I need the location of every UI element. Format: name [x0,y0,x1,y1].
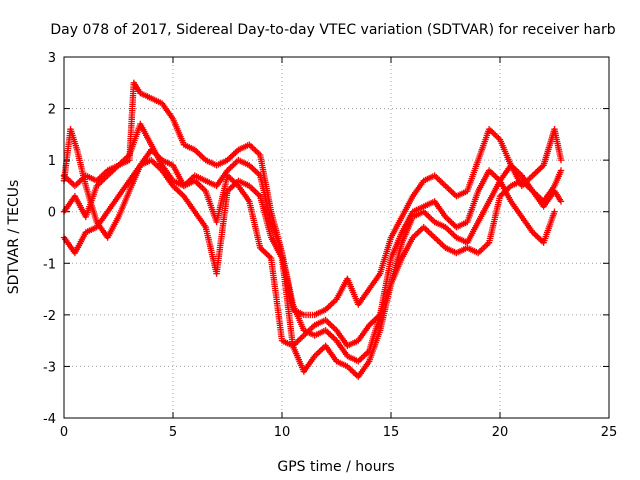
x-tick-label: 15 [383,425,400,440]
x-tick-label: 20 [492,425,509,440]
data-marks [60,79,565,380]
x-tick-label: 0 [60,425,68,440]
y-axis-label: SDTVAR / TECUs [6,180,22,295]
chart-title: Day 078 of 2017, Sidereal Day-to-day VTE… [50,22,615,38]
grid [64,57,609,418]
data-point-marks [60,156,565,380]
y-tick-label: -1 [43,257,56,272]
x-tick-label: 10 [274,425,291,440]
y-tick-label: 1 [48,154,56,169]
y-tick-label: 0 [48,206,56,221]
y-tick-label: -4 [43,412,56,427]
y-tick-label: 2 [48,103,56,118]
y-tick-label: 3 [48,51,56,66]
y-tick-label: -3 [43,360,56,375]
plot-frame [63,56,610,419]
series-trace-3 [60,156,565,380]
x-tick-label: 25 [601,425,618,440]
x-tick-label: 5 [169,425,177,440]
x-axis-label: GPS time / hours [277,459,394,475]
y-tick-label: -2 [43,309,56,324]
axis-ticks: 0 5 10 15 20 25 -4 -3 -2 -1 0 1 2 3 [43,51,617,440]
